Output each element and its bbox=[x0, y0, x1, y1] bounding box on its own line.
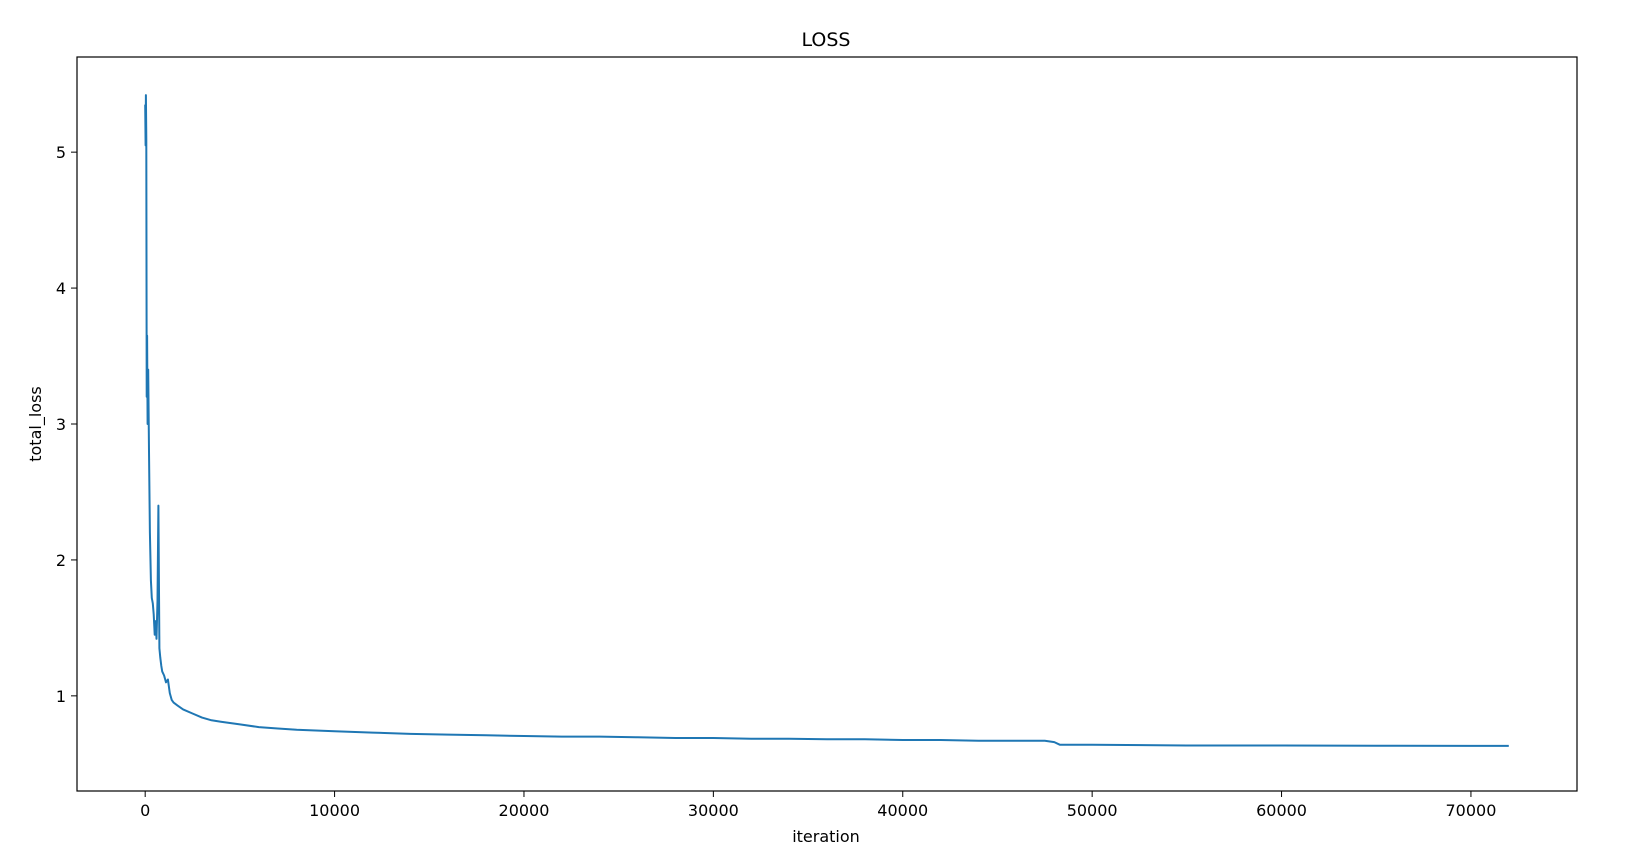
x-axis-label: iteration bbox=[792, 827, 860, 846]
plot-frame bbox=[76, 56, 1578, 792]
x-tick-label: 50000 bbox=[1067, 801, 1118, 820]
chart-title: LOSS bbox=[802, 29, 851, 51]
x-tick-label: 60000 bbox=[1256, 801, 1307, 820]
y-tick-label: 3 bbox=[56, 415, 66, 434]
y-axis-label: total_loss bbox=[26, 386, 46, 462]
series-layer bbox=[144, 94, 1509, 747]
y-tick-label: 5 bbox=[56, 143, 66, 162]
x-tick-label: 70000 bbox=[1445, 801, 1496, 820]
axis-ticks: 0 10000 20000 30000 40000 50000 60000 70000 1 2 3 4… bbox=[56, 143, 1497, 820]
y-tick-label: 1 bbox=[56, 687, 66, 706]
series-line-0 bbox=[144, 94, 1509, 747]
x-tick-label: 10000 bbox=[309, 801, 360, 820]
y-tick-label: 2 bbox=[56, 551, 66, 570]
x-tick-label: 40000 bbox=[877, 801, 928, 820]
x-tick-label: 0 bbox=[140, 801, 150, 820]
y-tick-label: 4 bbox=[56, 279, 66, 298]
x-tick-label: 30000 bbox=[688, 801, 739, 820]
x-tick-label: 20000 bbox=[499, 801, 550, 820]
